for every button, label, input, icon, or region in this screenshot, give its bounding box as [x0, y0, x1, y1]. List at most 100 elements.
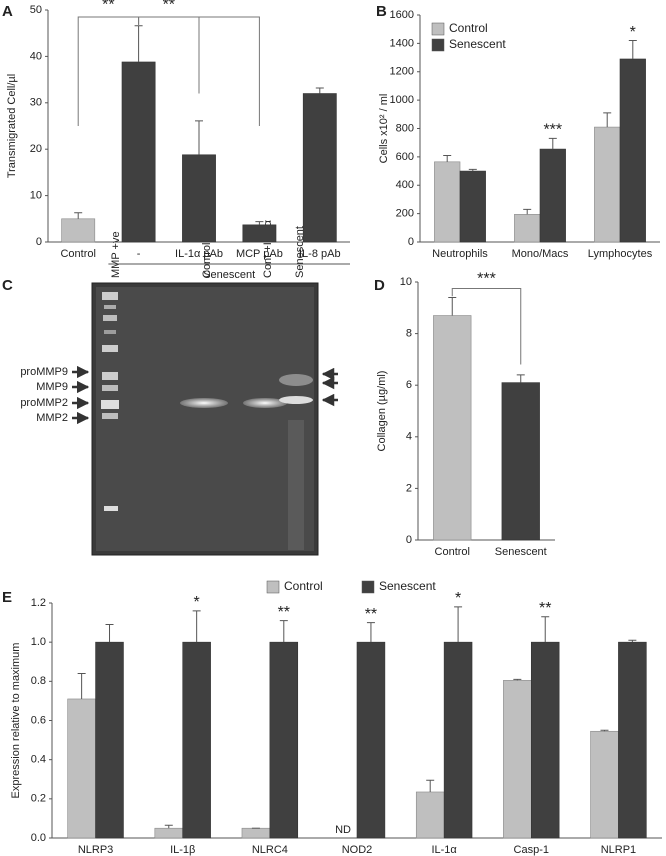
x-tick-label: Mono/Macs — [512, 248, 569, 260]
y-tick-label: 30 — [30, 97, 42, 109]
error-bar — [366, 622, 375, 643]
error-bar — [426, 779, 435, 792]
x-tick-label: IL-1α pAb — [175, 248, 223, 260]
significance: *** — [477, 271, 496, 288]
error-bar — [628, 40, 637, 59]
y-tick-label: 1600 — [390, 9, 414, 21]
error-bar — [448, 296, 457, 316]
y-tick-label: 2 — [406, 482, 412, 494]
x-tick-label: NLRP1 — [601, 844, 636, 856]
x-tick-label: - — [137, 248, 141, 260]
bar — [67, 698, 96, 839]
y-tick-label: 10 — [30, 190, 42, 202]
error-bar — [513, 678, 522, 681]
x-tick-label: Lymphocytes — [588, 248, 653, 260]
lane-label: MMP +ve — [110, 231, 122, 278]
bar — [61, 218, 96, 243]
significance: * — [630, 24, 636, 41]
y-axis-label: Expression relative to maximum — [10, 643, 22, 799]
group-label: Senescent — [203, 269, 255, 281]
y-tick-label: 1.0 — [31, 636, 46, 648]
y-tick-label: 0.2 — [31, 793, 46, 805]
marker-label: proMMP2 — [20, 397, 68, 409]
gel-panel: C MMP +ve Control Cont +IL-1α Senescent … — [2, 219, 338, 556]
bar — [434, 161, 461, 243]
bar — [182, 641, 211, 839]
error-bar — [468, 168, 477, 172]
error-bar — [548, 137, 557, 150]
bar — [302, 93, 337, 243]
y-tick-label: 400 — [396, 179, 414, 191]
y-tick-label: 0.0 — [31, 832, 46, 844]
bar — [269, 641, 299, 839]
y-tick-label: 40 — [30, 50, 42, 62]
significance: ** — [102, 0, 114, 14]
error-bar — [628, 639, 637, 643]
y-tick-label: 4 — [406, 431, 412, 443]
bar — [433, 315, 472, 541]
bar — [459, 170, 486, 243]
y-tick-label: 0 — [36, 236, 42, 248]
significance: ** — [365, 606, 377, 623]
band — [279, 396, 313, 404]
bar — [241, 827, 271, 839]
y-axis-label: Transmigrated Cell/µl — [6, 74, 18, 178]
y-tick-label: 0.6 — [31, 714, 46, 726]
marker-label: proMMP9 — [20, 366, 68, 378]
marker-label: MMP9 — [36, 381, 68, 393]
x-tick-label: Control — [435, 546, 470, 558]
significance: *** — [543, 122, 562, 139]
panel-label: E — [2, 589, 12, 606]
y-tick-label: 0 — [408, 236, 414, 248]
bar — [619, 58, 646, 243]
ladder — [101, 292, 119, 511]
marker-label: MMP2 — [36, 412, 68, 424]
error-bar — [600, 729, 609, 732]
y-axis-label: Cells x10² / ml — [378, 94, 390, 164]
bar — [121, 61, 156, 243]
bar — [356, 641, 386, 839]
y-tick-label: 0.4 — [31, 754, 46, 766]
bar — [618, 641, 647, 839]
significance: ** — [278, 604, 290, 621]
y-tick-label: 6 — [406, 379, 412, 391]
bracket — [138, 16, 260, 126]
y-tick-label: 1200 — [390, 66, 414, 78]
bar — [415, 791, 445, 839]
bar — [95, 641, 124, 839]
y-tick-label: 10 — [400, 276, 412, 288]
error-bar — [279, 620, 288, 643]
significance: * — [194, 594, 200, 611]
y-tick-label: 0 — [406, 534, 412, 546]
bar — [539, 148, 566, 243]
y-tick-label: 1000 — [390, 94, 414, 106]
bracket — [451, 287, 522, 365]
bar — [590, 730, 619, 839]
x-tick-label: Casp-1 — [514, 844, 549, 856]
x-tick-label: IL-8 pAb — [299, 248, 341, 260]
x-tick-label: Senescent — [495, 546, 547, 558]
legend-swatch — [266, 580, 280, 594]
panel-label: B — [376, 3, 387, 20]
legend-swatch — [361, 580, 375, 594]
error-bar — [164, 824, 173, 829]
error-bar — [195, 120, 203, 155]
x-tick-label: NLRP3 — [78, 844, 113, 856]
y-tick-label: 8 — [406, 328, 412, 340]
y-tick-label: 0.8 — [31, 675, 46, 687]
y-tick-label: 1400 — [390, 37, 414, 49]
x-tick-label: Control — [60, 248, 95, 260]
y-tick-label: 20 — [30, 143, 42, 155]
legend-label: Senescent — [449, 37, 506, 51]
legend-label: Senescent — [379, 579, 436, 593]
y-tick-label: 200 — [396, 208, 414, 220]
band — [279, 374, 313, 386]
error-bar — [454, 606, 463, 643]
error-bar — [523, 208, 532, 215]
y-tick-label: 1.2 — [31, 597, 46, 609]
x-tick-label: NLRC4 — [252, 844, 288, 856]
y-axis-label: Collagen (µg/ml) — [376, 371, 388, 452]
x-tick-label: MCP pAb — [236, 248, 283, 260]
bar — [514, 214, 541, 243]
significance: * — [455, 590, 461, 607]
